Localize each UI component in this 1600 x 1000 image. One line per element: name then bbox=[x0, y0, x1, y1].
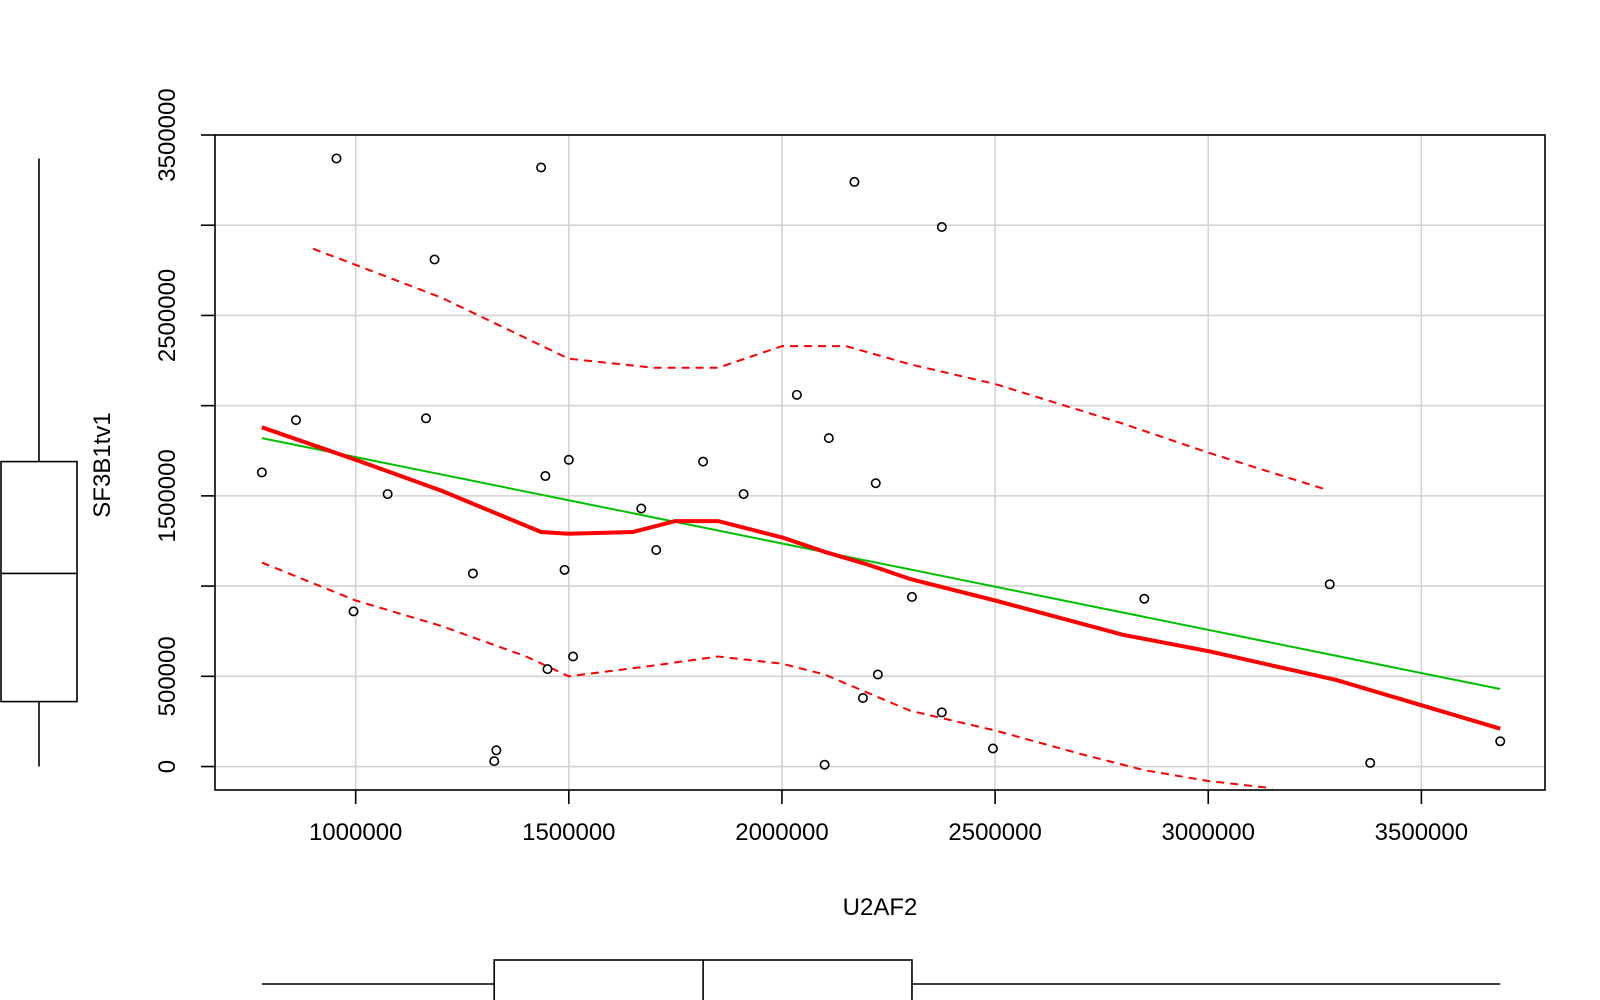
data-point bbox=[467, 568, 478, 579]
data-point bbox=[819, 759, 830, 770]
spread-bands bbox=[261, 247, 1324, 790]
smooth-line bbox=[261, 425, 1501, 731]
x-tick-label: 3500000 bbox=[1375, 819, 1468, 846]
y-tick-label: 500000 bbox=[154, 636, 181, 716]
x-tick-label: 1500000 bbox=[522, 819, 615, 846]
y-tick-label: 1500000 bbox=[154, 449, 181, 542]
data-point bbox=[1365, 757, 1376, 768]
data-point bbox=[936, 707, 947, 718]
data-point bbox=[1324, 579, 1335, 590]
y-box-body bbox=[0, 460, 78, 703]
data-points bbox=[256, 153, 1506, 770]
data-point bbox=[1139, 593, 1150, 604]
data-point bbox=[290, 415, 301, 426]
data-point bbox=[348, 606, 359, 617]
data-point bbox=[421, 413, 432, 424]
data-point bbox=[382, 489, 393, 500]
data-point bbox=[429, 254, 440, 265]
data-point bbox=[870, 478, 881, 489]
data-point bbox=[542, 664, 553, 675]
data-point bbox=[906, 591, 917, 602]
y-tick-label: 0 bbox=[154, 760, 181, 773]
data-point bbox=[256, 467, 267, 478]
x-axis: 1000000 1500000 2000000 2500000 3000000 35000… bbox=[309, 790, 1468, 846]
y-tick-label: 3500000 bbox=[154, 88, 181, 181]
data-point bbox=[568, 651, 579, 662]
data-point bbox=[563, 454, 574, 465]
regression-line bbox=[261, 437, 1501, 690]
data-point bbox=[791, 389, 802, 400]
fit-lines bbox=[261, 425, 1501, 731]
grid-lines bbox=[215, 134, 1545, 790]
data-point bbox=[698, 456, 709, 467]
data-point bbox=[987, 743, 998, 754]
data-point bbox=[559, 564, 570, 575]
data-point bbox=[636, 503, 647, 514]
x-tick-label: 1000000 bbox=[309, 819, 402, 846]
data-point bbox=[540, 471, 551, 482]
data-point bbox=[651, 545, 662, 556]
data-point bbox=[849, 176, 860, 187]
x-tick-label: 2500000 bbox=[948, 819, 1041, 846]
plot-frame bbox=[214, 134, 1546, 791]
y-axis-title: SF3B1tv1 bbox=[89, 412, 116, 517]
x-tick-label: 2000000 bbox=[735, 819, 828, 846]
data-point bbox=[857, 692, 868, 703]
y-marginal-boxplot bbox=[0, 158, 78, 767]
x-marginal-boxplot bbox=[261, 959, 1501, 1000]
y-tick-label: 2500000 bbox=[154, 269, 181, 362]
data-point bbox=[936, 222, 947, 233]
data-point bbox=[823, 433, 834, 444]
data-point bbox=[489, 756, 500, 767]
data-point bbox=[1495, 736, 1506, 747]
y-axis: 0 500000 1500000 2500000 3500000 bbox=[154, 88, 215, 773]
data-point bbox=[331, 153, 342, 164]
data-point bbox=[738, 489, 749, 500]
data-point bbox=[491, 745, 502, 756]
data-point bbox=[872, 669, 883, 680]
x-tick-label: 3000000 bbox=[1162, 819, 1255, 846]
upper-spread-line bbox=[312, 247, 1324, 490]
x-axis-title: U2AF2 bbox=[843, 894, 918, 921]
data-point bbox=[536, 162, 547, 173]
lower-spread-line bbox=[261, 561, 1273, 790]
